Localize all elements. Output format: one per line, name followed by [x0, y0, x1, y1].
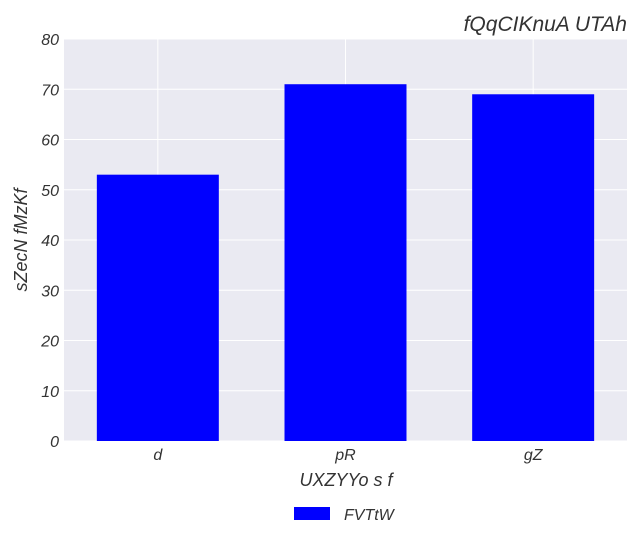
y-axis-label: sZecN fMzKf: [11, 187, 31, 292]
legend-label: FVTtW: [344, 507, 396, 524]
x-tick-label: pR: [334, 447, 356, 464]
bars: [96, 84, 595, 442]
chart-title: fQqCIKnuA UTAh: [464, 13, 627, 36]
bar-gZ: [472, 94, 595, 442]
y-tick-label: 30: [41, 283, 59, 300]
x-tick-label: gZ: [524, 447, 544, 464]
legend: FVTtW: [294, 507, 396, 524]
bar-pR: [284, 84, 407, 441]
x-axis-label: UXZYYo s f: [299, 470, 394, 490]
y-tick-label: 10: [41, 384, 59, 401]
y-tick-label: 40: [41, 233, 59, 250]
bar-d: [96, 174, 219, 442]
x-tick-label: d: [153, 447, 163, 464]
y-tick-labels: 0 10 20 30 40 50 60 70 80: [40, 32, 59, 451]
y-tick-label: 50: [41, 183, 59, 200]
x-tick-labels: d pR gZ: [153, 447, 543, 464]
y-tick-label: 0: [50, 434, 59, 451]
y-tick-label: 70: [41, 82, 59, 99]
y-tick-label: 60: [41, 133, 59, 150]
y-tick-label: 80: [41, 32, 59, 49]
legend-swatch: [294, 507, 330, 520]
y-tick-label: 20: [40, 334, 59, 351]
